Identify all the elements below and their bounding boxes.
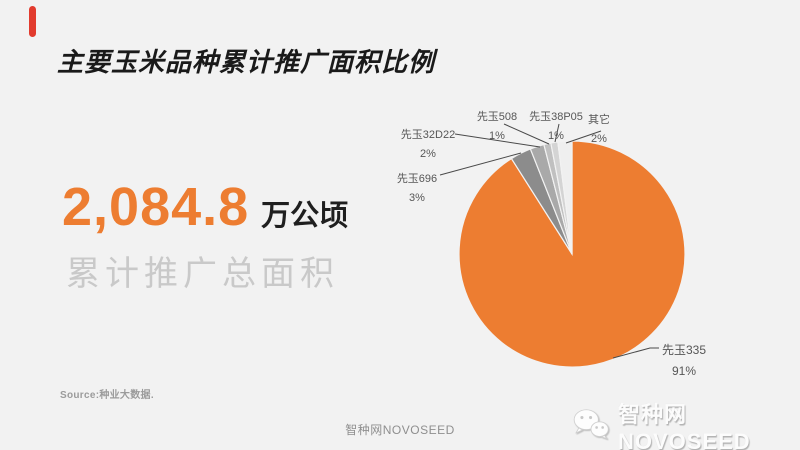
brand-watermark: 智种网NOVOSEED: [572, 397, 800, 450]
pie-label-name: 先玉335: [661, 343, 707, 357]
pie-label-pct: 3%: [409, 192, 425, 204]
pie-label-name: 其它: [588, 114, 610, 126]
page-title: 主要玉米品种累计推广面积比例: [57, 47, 436, 77]
pie-label-pct: 1%: [489, 130, 505, 142]
pie-label-qita: 其它 2%: [564, 111, 634, 145]
pie-label-pct: 2%: [591, 133, 607, 145]
pie-label-pct: 91%: [671, 364, 697, 378]
stat-unit: 万公顷: [261, 200, 349, 232]
brand-watermark-text: 智种网NOVOSEED: [618, 402, 751, 450]
pie-label-xianyu696: 先玉696 3%: [372, 170, 462, 204]
wechat-icon: [572, 408, 610, 445]
pie-label-name: 先玉32D22: [400, 129, 456, 141]
pie-label-name: 先玉696: [396, 173, 438, 185]
pie-label-pct: 1%: [548, 130, 564, 142]
pie-label-pct: 2%: [420, 148, 436, 160]
pie-label-xianyu508: 先玉508 1%: [452, 108, 542, 142]
red-accent-bar: [29, 6, 36, 37]
pie-label-name: 先玉508: [476, 111, 518, 123]
pie-chart-svg: [458, 140, 686, 368]
pie-label-xianyu335: 先玉335 91%: [639, 341, 729, 378]
stat-caption: 累计推广总面积: [66, 255, 339, 293]
brand-footer-center: 智种网NOVOSEED: [345, 423, 455, 437]
pie-chart: [442, 124, 702, 384]
pie-label-xianyu32d22: 先玉32D22 2%: [383, 126, 473, 160]
stat-block: 2,084.8 万公顷 累计推广总面积: [62, 176, 348, 295]
source-note: Source:种业大数据.: [60, 390, 154, 401]
pie-label-xianyu38p05: 先玉38P05 1%: [511, 108, 601, 142]
stat-value: 2,084.8: [62, 177, 250, 237]
pie-label-name: 先玉38P05: [529, 111, 583, 123]
